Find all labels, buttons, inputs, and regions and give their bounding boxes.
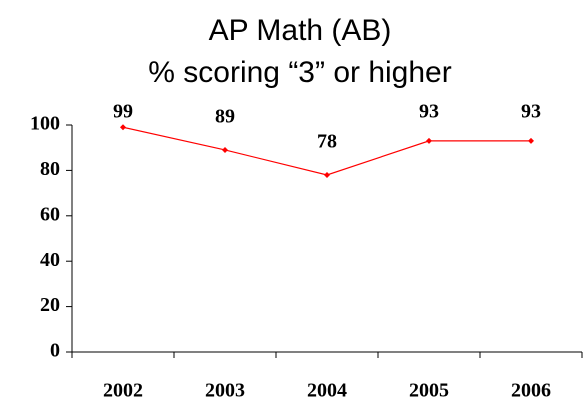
point-marker: [324, 171, 330, 178]
point-marker: [120, 124, 126, 131]
data-label: 78: [317, 131, 337, 153]
x-tick-label: 2002: [103, 380, 143, 402]
point-marker: [528, 137, 534, 144]
y-tick-label: 20: [40, 294, 60, 316]
data-label: 93: [521, 101, 541, 123]
x-tick-label: 2004: [307, 380, 347, 402]
data-label: 99: [113, 101, 133, 123]
chart-subtitle: % scoring “3” or higher: [148, 56, 451, 89]
point-marker: [426, 137, 432, 144]
y-tick-label: 80: [40, 158, 60, 180]
x-tick-label: 2003: [205, 380, 245, 402]
x-tick-label: 2005: [409, 380, 449, 402]
y-tick-label: 40: [40, 249, 60, 271]
point-marker: [222, 146, 228, 153]
chart-title: AP Math (AB): [209, 14, 392, 47]
data-label: 93: [419, 101, 439, 123]
y-tick-label: 100: [30, 113, 60, 135]
y-tick-label: 60: [40, 203, 60, 225]
y-tick-label: 0: [50, 340, 60, 362]
data-label: 89: [215, 106, 235, 128]
x-tick-label: 2006: [511, 380, 551, 402]
